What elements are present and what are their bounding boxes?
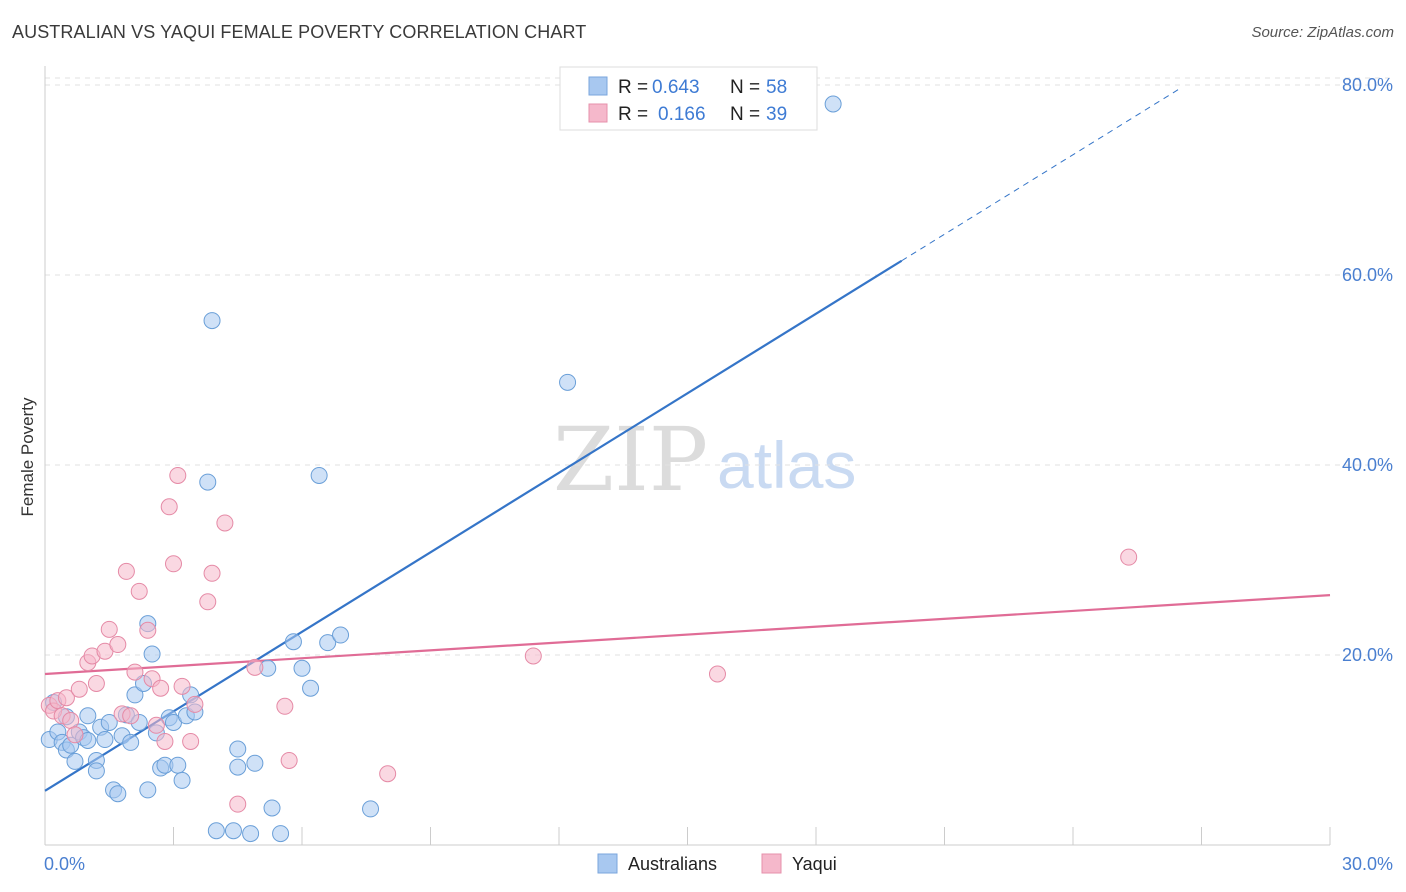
- data-point: [130, 582, 148, 600]
- data-point: [332, 626, 350, 644]
- data-point: [173, 771, 191, 789]
- data-point: [122, 707, 140, 725]
- points: [40, 95, 1138, 843]
- data-point: [100, 713, 118, 731]
- data-point: [66, 726, 84, 744]
- data-point: [156, 732, 174, 750]
- bottom-legend-swatch-australians: [597, 853, 618, 874]
- data-point: [62, 712, 80, 730]
- data-point: [165, 555, 182, 573]
- y-tick-label: 60.0%: [1342, 265, 1393, 285]
- data-point: [139, 781, 157, 799]
- bottom-legend-australians: Australians: [628, 854, 717, 874]
- data-point: [246, 658, 264, 676]
- y-tick-label: 40.0%: [1342, 455, 1393, 475]
- data-point: [272, 825, 290, 843]
- data-point: [276, 697, 294, 715]
- chart-title: AUSTRALIAN VS YAQUI FEMALE POVERTY CORRE…: [12, 22, 587, 42]
- bottom-legend-yaqui: Yaqui: [792, 854, 837, 874]
- data-point: [160, 498, 178, 516]
- series-yaqui: [40, 466, 1138, 813]
- source-label: Source: ZipAtlas.com: [1251, 24, 1394, 41]
- data-point: [96, 731, 114, 749]
- watermark-zip: ZIP: [553, 408, 708, 511]
- data-point: [362, 800, 380, 818]
- data-point: [199, 593, 217, 611]
- legend-n-label-1: N =: [730, 77, 760, 98]
- data-point: [169, 756, 187, 774]
- data-point: [229, 795, 247, 813]
- data-point: [708, 665, 726, 683]
- data-point: [203, 312, 221, 330]
- data-point: [229, 758, 247, 776]
- trend-line-yaqui: [44, 594, 1331, 676]
- y-tick-label: 80.0%: [1342, 75, 1393, 95]
- data-point: [224, 822, 242, 840]
- data-point: [169, 466, 187, 484]
- trend-line-extension: [901, 88, 1181, 262]
- data-point: [559, 373, 577, 391]
- legend-swatch-yaqui: [588, 103, 608, 123]
- data-point: [79, 707, 97, 725]
- data-point: [229, 740, 247, 758]
- data-point: [117, 562, 135, 580]
- data-point: [379, 765, 397, 783]
- data-point: [246, 754, 264, 772]
- data-point: [207, 822, 225, 840]
- top-legend: R = 0.643 N = 58 R = 0.166 N = 39: [559, 66, 818, 131]
- data-point: [280, 751, 298, 769]
- data-point: [57, 689, 75, 707]
- data-point: [126, 686, 144, 704]
- y-tick-labels: 20.0% 40.0% 60.0% 80.0%: [1342, 75, 1393, 665]
- data-point: [284, 633, 302, 651]
- data-point: [242, 825, 260, 843]
- data-point: [302, 679, 320, 697]
- data-point: [122, 733, 140, 751]
- data-point: [1120, 548, 1138, 566]
- data-point: [182, 732, 200, 750]
- data-point: [109, 636, 127, 654]
- data-point: [147, 716, 165, 734]
- data-point: [87, 675, 105, 692]
- data-point: [100, 620, 118, 638]
- data-point: [824, 95, 842, 113]
- data-point: [87, 762, 105, 780]
- legend-r-value-2: 0.166: [658, 104, 706, 125]
- legend-swatch-australians: [588, 76, 608, 96]
- data-point: [203, 564, 221, 582]
- x-tick-label-max: 30.0%: [1342, 854, 1393, 874]
- legend-r-label-2: R =: [618, 104, 648, 125]
- legend-n-value-1: 58: [766, 77, 787, 98]
- data-point: [143, 645, 161, 663]
- data-point: [524, 647, 542, 665]
- data-point: [310, 466, 328, 484]
- data-point: [186, 695, 204, 713]
- bottom-legend: Australians Yaqui: [597, 853, 837, 874]
- data-point: [70, 680, 88, 698]
- y-tick-label: 20.0%: [1342, 645, 1393, 665]
- legend-r-label-1: R =: [618, 77, 648, 98]
- data-point: [199, 473, 217, 491]
- y-axis-label: Female Poverty: [18, 397, 37, 517]
- x-tick-label-min: 0.0%: [44, 854, 85, 874]
- data-point: [139, 621, 157, 639]
- data-point: [66, 752, 84, 770]
- data-point: [126, 663, 144, 681]
- grid: [45, 77, 1393, 656]
- data-point: [319, 634, 337, 652]
- data-point: [152, 679, 170, 697]
- data-point: [216, 514, 234, 532]
- data-point: [293, 659, 311, 677]
- series-australians: [40, 95, 842, 843]
- legend-r-value-1: 0.643: [652, 77, 700, 98]
- bottom-legend-swatch-yaqui: [761, 853, 782, 874]
- legend-n-label-2: N =: [730, 104, 760, 125]
- data-point: [109, 785, 127, 803]
- data-point: [173, 677, 191, 695]
- axes: [44, 66, 1331, 846]
- legend-n-value-2: 39: [766, 104, 787, 125]
- data-point: [263, 799, 281, 817]
